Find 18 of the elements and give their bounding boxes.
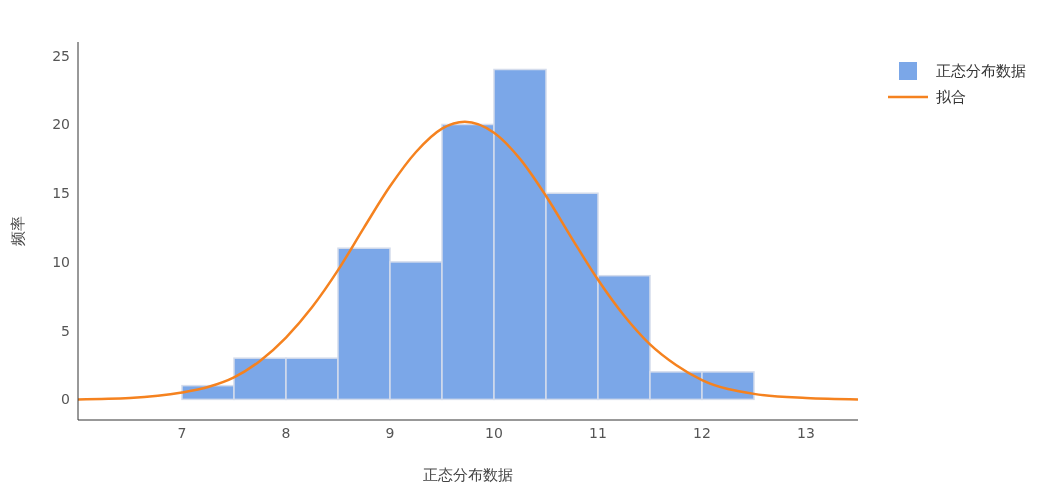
x-tick-label: 10 bbox=[485, 424, 503, 441]
x-tick-label: 13 bbox=[797, 424, 815, 441]
legend-label: 正态分布数据 bbox=[936, 61, 1026, 81]
x-tick-label: 11 bbox=[589, 424, 607, 441]
x-tick-label: 8 bbox=[281, 424, 291, 441]
x-tick-label: 7 bbox=[177, 424, 187, 441]
y-axis-title: 频率 bbox=[9, 216, 28, 246]
x-tick-label: 9 bbox=[385, 424, 395, 441]
legend-label: 拟合 bbox=[936, 87, 966, 107]
y-tick-label: 15 bbox=[52, 185, 70, 202]
x-tick-label: 12 bbox=[693, 424, 711, 441]
y-tick-label: 20 bbox=[52, 116, 70, 133]
x-axis-title: 正态分布数据 bbox=[423, 466, 513, 484]
line-series bbox=[78, 120, 858, 401]
y-tick-label: 0 bbox=[61, 391, 70, 408]
y-tick-label: 10 bbox=[52, 253, 70, 270]
y-tick-label: 5 bbox=[61, 322, 70, 339]
y-tick-label: 25 bbox=[52, 47, 70, 64]
